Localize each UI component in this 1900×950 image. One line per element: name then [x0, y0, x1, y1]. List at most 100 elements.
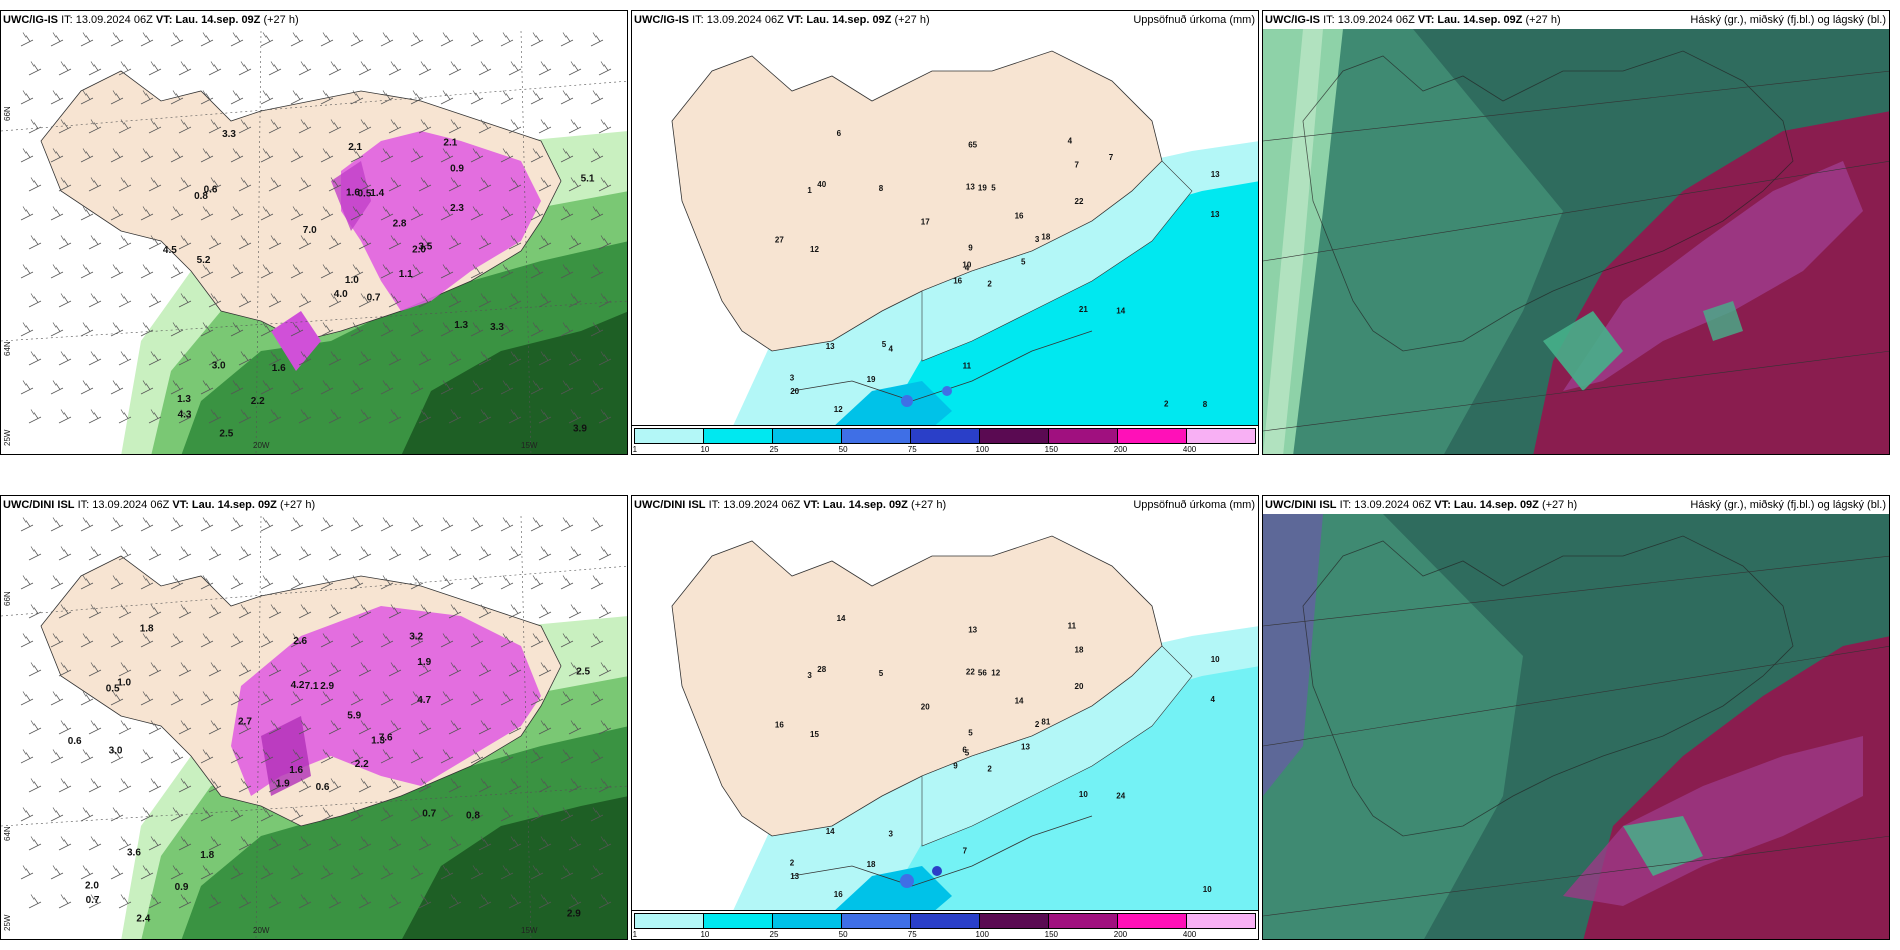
wind-barb: [320, 148, 334, 163]
wind-barb: [110, 206, 124, 221]
wind-barb: [20, 575, 34, 590]
wind-barb: [388, 235, 402, 250]
wind-barb: [238, 894, 252, 909]
wind-barb: [148, 894, 162, 909]
wind-barb: [118, 119, 132, 134]
map-value-label: 22: [966, 668, 975, 677]
wind-barb: [260, 807, 274, 822]
legend-swatch: [1049, 429, 1118, 443]
wind-barb: [118, 894, 132, 909]
wind-barb: [560, 575, 574, 590]
wind-barb: [238, 604, 252, 619]
map-value-label: 13: [966, 183, 975, 192]
map-canvas[interactable]: [1263, 11, 1890, 455]
wind-barb: [290, 32, 304, 47]
map-canvas[interactable]: 0.6 0.5 1.6 2.0 1.3 1.8 3.2 2.9 1.9 2.2 1.8 2.9 3.0 2…: [1, 496, 628, 940]
wind-barb: [88, 662, 102, 677]
map-value-label: 12: [834, 405, 843, 414]
wind-barb: [20, 90, 34, 105]
legend-tick-label: 400: [1182, 930, 1197, 939]
map-canvas[interactable]: 0.7 0.8 1.0 1.3 2.0 1.6 2.1 1.4 0.9 1.1 3.3 3.9 5.2 5…: [1, 11, 628, 455]
map-value-label: 1.6: [289, 765, 303, 776]
wind-barb: [500, 575, 514, 590]
wind-barb: [440, 517, 454, 532]
legend-swatch: [842, 429, 911, 443]
map-value-label: 1.9: [417, 657, 431, 668]
wind-barb: [50, 322, 64, 337]
wind-barb: [110, 148, 124, 163]
wind-barb: [350, 575, 364, 590]
map-canvas[interactable]: [1263, 496, 1890, 940]
wind-barb: [260, 264, 274, 279]
wind-barb: [58, 662, 72, 677]
wind-barb: [268, 778, 282, 793]
wind-barb: [80, 32, 94, 47]
wind-barb: [350, 807, 364, 822]
wind-barb: [470, 633, 484, 648]
map-canvas[interactable]: 2143344575681213162212131613172019191814…: [632, 11, 1259, 455]
wind-barb: [478, 778, 492, 793]
map-value-label: 0.5: [106, 684, 120, 695]
map-value-label: 5.9: [347, 710, 361, 721]
map-value-label: 5: [882, 340, 887, 349]
map-value-label: 5: [965, 748, 970, 757]
wind-barb: [388, 894, 402, 909]
wind-barb: [110, 264, 124, 279]
map-value-label: 8: [879, 184, 884, 193]
wind-barb: [290, 148, 304, 163]
wind-barb: [28, 293, 42, 308]
wind-barb: [80, 575, 94, 590]
wind-barb: [508, 119, 522, 134]
map-canvas[interactable]: 2352231112181314101510920162214142013185…: [632, 496, 1259, 940]
wind-barb: [590, 865, 604, 880]
wind-barb: [200, 206, 214, 221]
map-value-label: 0.6: [316, 782, 330, 793]
wind-barb: [208, 409, 222, 424]
wind-barb: [28, 409, 42, 424]
wind-barb: [538, 119, 552, 134]
cloud-cover-map-dini: UWC/DINI ISL IT: 13.09.2024 06Z VT: Lau.…: [1262, 495, 1890, 940]
wind-barb: [230, 865, 244, 880]
wind-barb: [110, 575, 124, 590]
map-value-label: 11: [1068, 622, 1077, 631]
map-value-label: 3: [790, 373, 795, 382]
wind-barb: [88, 61, 102, 76]
wind-precip-map-dini: UWC/DINI ISL IT: 13.09.2024 06Z VT: Lau.…: [0, 495, 628, 940]
wind-barb: [500, 865, 514, 880]
wind-barb: [478, 119, 492, 134]
wind-barb: [208, 662, 222, 677]
wind-barb: [328, 351, 342, 366]
wind-barb: [88, 894, 102, 909]
wind-barb: [268, 662, 282, 677]
wind-barb: [260, 865, 274, 880]
wind-barb: [50, 380, 64, 395]
wind-barb: [328, 546, 342, 561]
wind-barb: [358, 235, 372, 250]
wind-barb: [388, 351, 402, 366]
wind-barb: [88, 546, 102, 561]
legend-tick-label: 25: [769, 930, 779, 939]
wind-barb: [170, 380, 184, 395]
wind-barb: [560, 90, 574, 105]
wind-barb: [470, 322, 484, 337]
wind-barb: [410, 322, 424, 337]
wind-barb: [200, 575, 214, 590]
wind-barb: [20, 517, 34, 532]
wind-barb: [448, 778, 462, 793]
wind-barb: [170, 633, 184, 648]
wind-barb: [170, 90, 184, 105]
wind-barb: [20, 749, 34, 764]
wind-barb: [200, 264, 214, 279]
wind-barb: [530, 380, 544, 395]
wind-barb: [508, 894, 522, 909]
legend-swatch: [1118, 914, 1187, 928]
wind-barb: [298, 351, 312, 366]
wind-barb: [230, 32, 244, 47]
wind-barb: [208, 61, 222, 76]
wind-barb: [208, 235, 222, 250]
wind-barb: [380, 749, 394, 764]
map-value-label: 28: [817, 665, 826, 674]
wind-barb: [298, 604, 312, 619]
wind-barb: [298, 894, 312, 909]
wind-barb: [380, 380, 394, 395]
